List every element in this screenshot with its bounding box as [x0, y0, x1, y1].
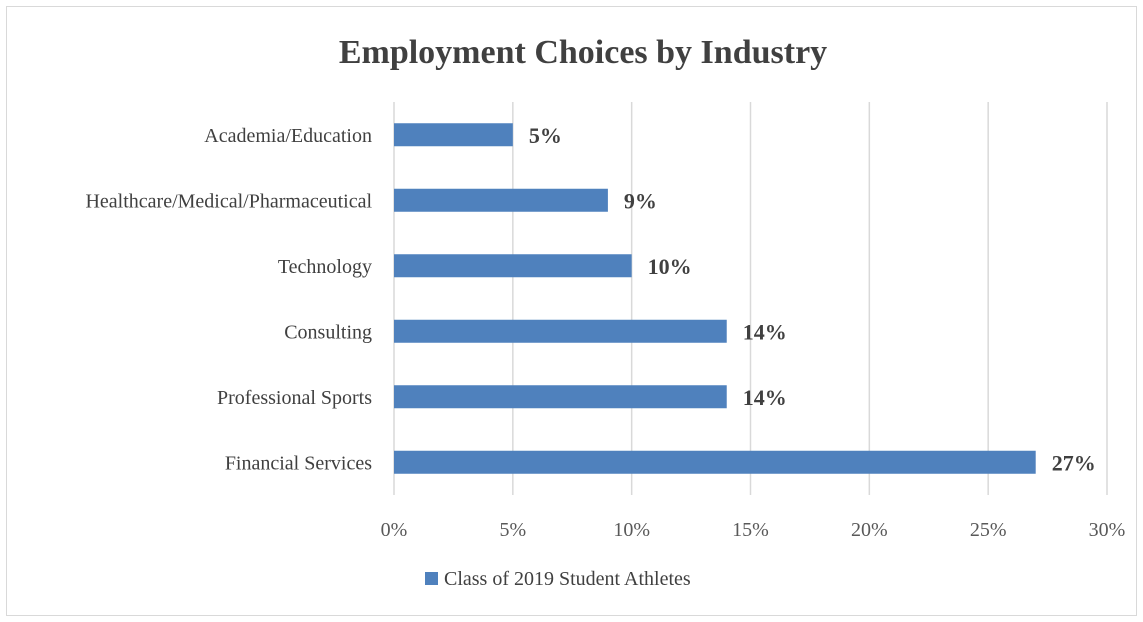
x-axis-tick-labels: 0% 5% 10% 15% 20% 25% 30%: [381, 519, 1126, 541]
bar: [394, 319, 727, 343]
bar: [394, 385, 727, 409]
data-label: 27%: [1052, 450, 1096, 475]
bar: [394, 123, 513, 147]
bars: [394, 123, 1036, 474]
bar: [394, 450, 1036, 474]
x-tick-label: 25%: [970, 519, 1007, 541]
category-label: Academia/Education: [204, 125, 372, 147]
legend: Class of 2019 Student Athletes: [425, 568, 691, 590]
bar: [394, 188, 608, 212]
x-tick-label: 15%: [732, 519, 769, 541]
data-label: 9%: [624, 188, 657, 213]
chart-title: Employment Choices by Industry: [339, 34, 827, 71]
category-label: Financial Services: [225, 452, 372, 474]
x-tick-label: 0%: [381, 519, 408, 541]
category-label: Consulting: [284, 321, 372, 343]
data-label: 14%: [743, 319, 787, 344]
legend-swatch: [425, 572, 438, 585]
x-tick-label: 10%: [613, 519, 650, 541]
legend-label: Class of 2019 Student Athletes: [444, 568, 691, 590]
data-label: 10%: [648, 254, 692, 279]
category-label: Technology: [278, 256, 372, 278]
category-label: Professional Sports: [217, 387, 372, 409]
x-tick-label: 20%: [851, 519, 888, 541]
x-tick-label: 5%: [499, 519, 526, 541]
data-label: 5%: [529, 123, 562, 148]
gridlines: [393, 102, 1108, 495]
bar: [394, 254, 632, 278]
data-labels: 5% 9% 10% 14% 14% 27%: [529, 123, 1096, 476]
chart-frame: [6, 6, 1137, 616]
x-tick-label: 30%: [1089, 519, 1126, 541]
data-label: 14%: [743, 385, 787, 410]
category-labels: Academia/Education Healthcare/Medical/Pha…: [85, 125, 372, 475]
category-label: Healthcare/Medical/Pharmaceutical: [85, 190, 372, 212]
